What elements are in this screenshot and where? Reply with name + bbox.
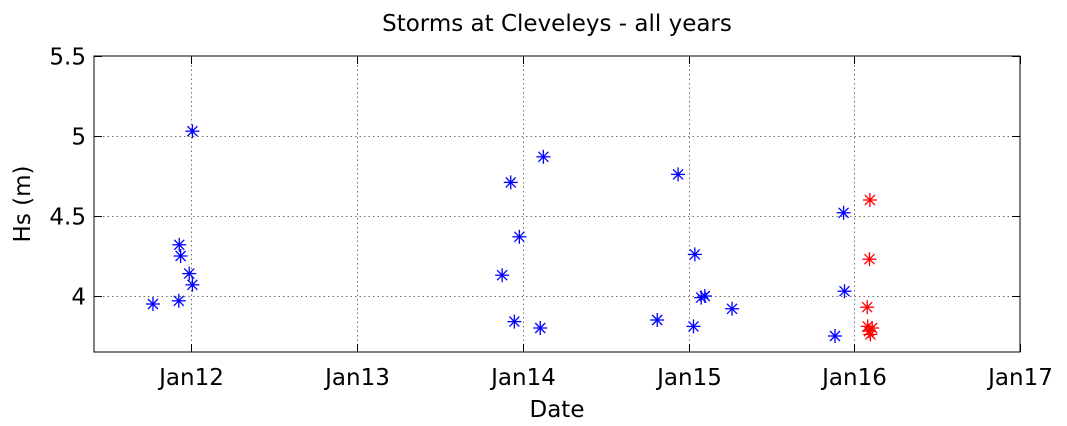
data-point <box>533 321 548 335</box>
data-point <box>171 293 186 308</box>
y-tick-label: 4 <box>71 285 86 311</box>
data-point <box>185 124 200 139</box>
data-point <box>173 249 188 263</box>
y-tick-label: 4.5 <box>49 205 86 231</box>
data-points <box>145 124 880 343</box>
x-tick-label: Jan17 <box>986 365 1053 391</box>
data-point <box>697 289 712 303</box>
data-point <box>836 205 851 220</box>
data-point <box>536 149 551 164</box>
data-point <box>725 301 740 316</box>
axis-ticks: Jan12 Jan13 Jan14 Jan15 Jan16 Jan17 4 4.5 5 5.5 <box>49 45 1052 392</box>
data-point <box>862 193 877 207</box>
x-tick-label: Jan12 <box>157 365 224 391</box>
data-point <box>512 229 527 244</box>
data-point <box>182 266 197 281</box>
data-point <box>650 313 665 327</box>
data-point <box>827 329 842 343</box>
data-point <box>495 268 510 283</box>
data-point <box>860 300 875 315</box>
data-point <box>686 319 701 334</box>
data-point <box>503 175 518 190</box>
plot-frame <box>93 55 1021 353</box>
x-axis-label: Date <box>530 397 585 423</box>
data-point <box>687 247 702 262</box>
y-tick-label: 5 <box>71 125 86 151</box>
data-point <box>145 297 160 311</box>
data-point <box>507 314 522 329</box>
data-point <box>865 321 880 335</box>
chart-title: Storms at Cleveleys - all years <box>382 11 732 37</box>
data-point <box>862 252 877 267</box>
y-tick-label: 5.5 <box>49 45 86 71</box>
y-axis-label: Hs (m) <box>10 166 36 243</box>
data-point <box>185 277 200 292</box>
x-tick-label: Jan14 <box>489 365 556 391</box>
grid-lines <box>94 56 1020 352</box>
data-point <box>837 284 852 299</box>
data-point <box>172 237 187 252</box>
x-tick-label: Jan15 <box>655 365 722 391</box>
x-tick-label: Jan13 <box>323 365 390 391</box>
data-point <box>671 167 686 182</box>
x-tick-label: Jan16 <box>820 365 887 391</box>
